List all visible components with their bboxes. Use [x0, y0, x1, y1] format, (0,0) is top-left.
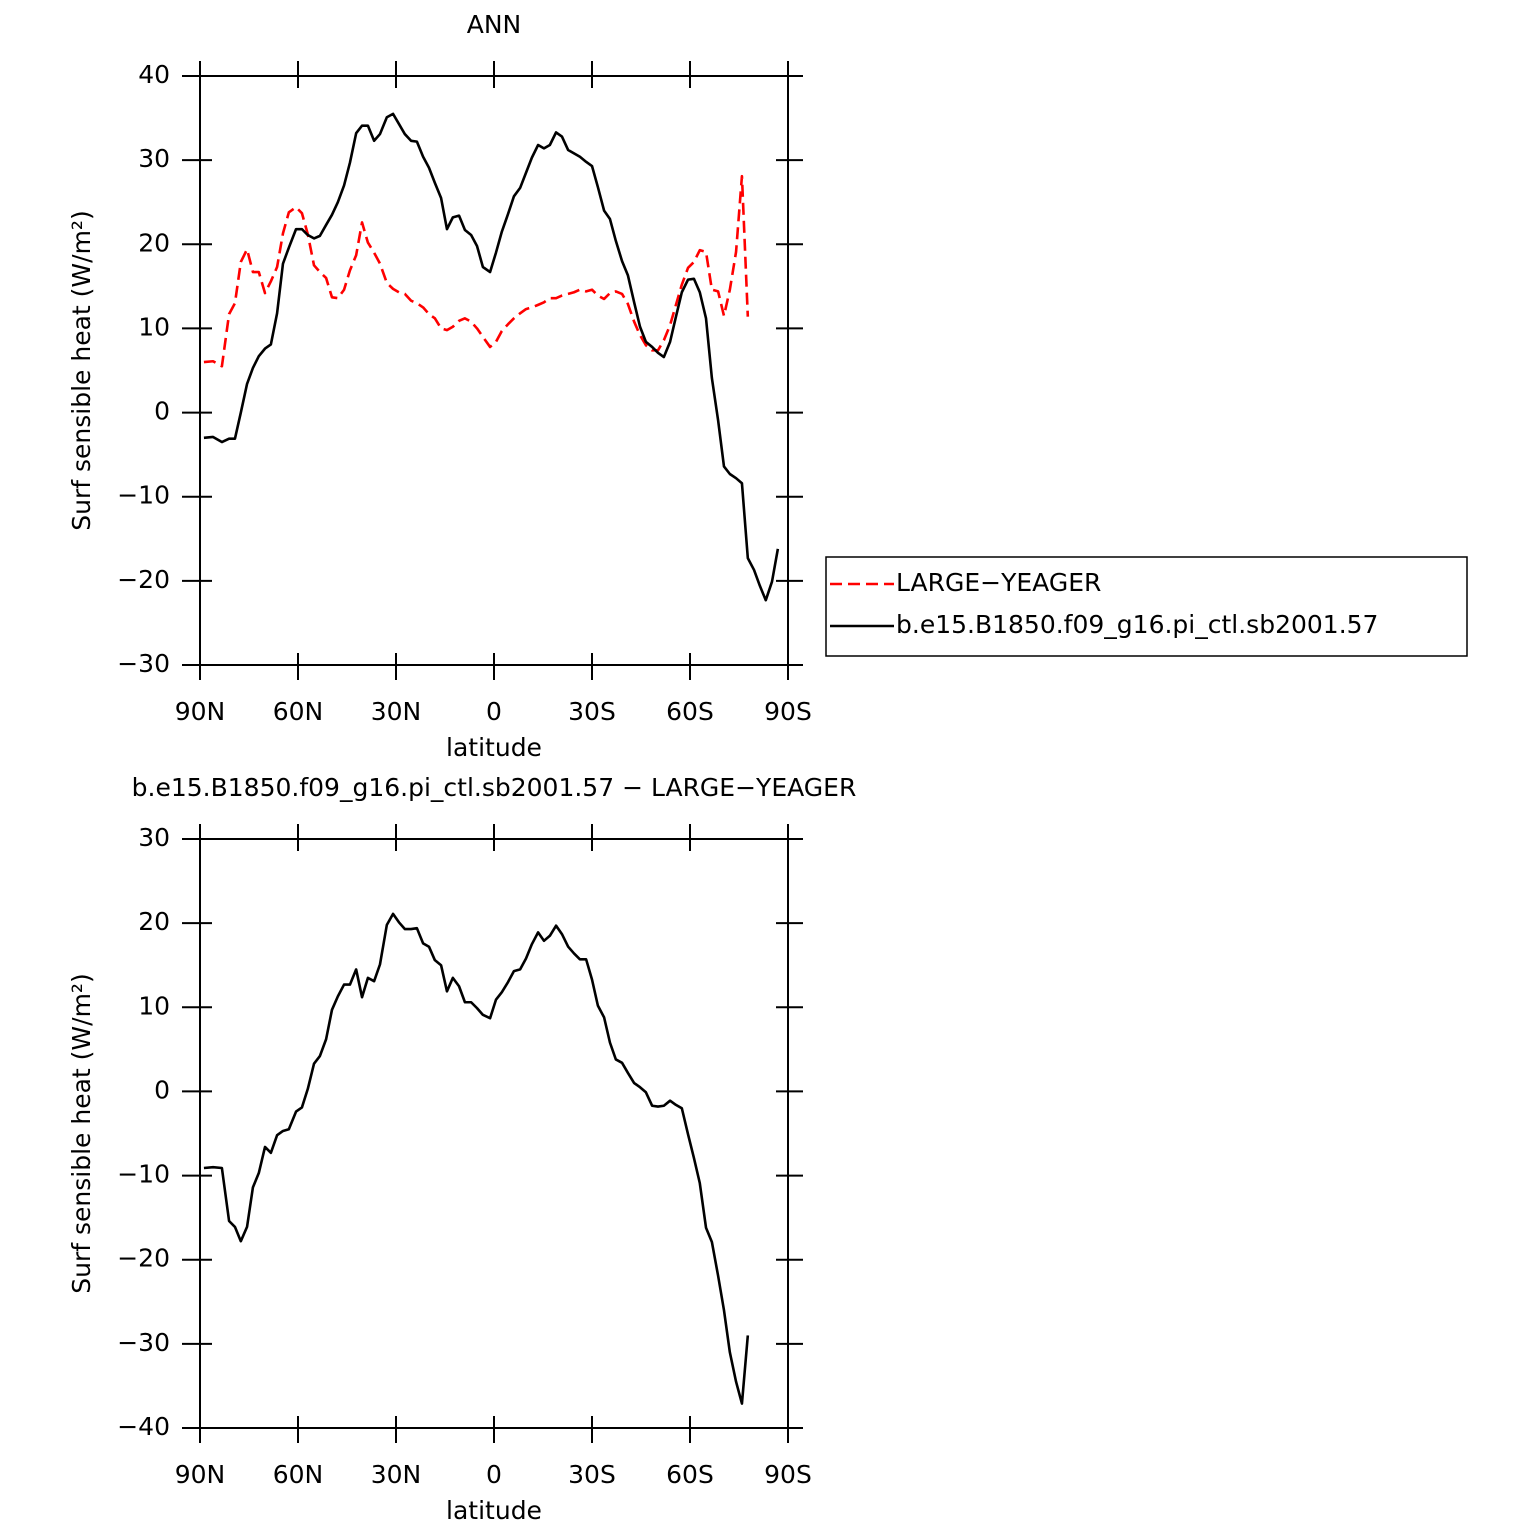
x-tick-label: 60N [273, 697, 324, 726]
y-tick-label: 20 [138, 228, 170, 257]
y-tick-label: −20 [117, 565, 170, 594]
x-tick-label: 30N [371, 1460, 422, 1489]
y-tick-label: 30 [138, 823, 170, 852]
x-tick-label: 90S [764, 1460, 812, 1489]
x-tick-label: 30S [568, 1460, 616, 1489]
y-tick-label: 40 [138, 60, 170, 89]
panel: ANN latitude Surf sensible heat (W/m²) −30 −… [67, 10, 1468, 762]
y-tick-label: 30 [138, 144, 170, 173]
y-tick-label: −20 [117, 1244, 170, 1273]
x-tick-label: 30N [371, 697, 422, 726]
legend-box [825, 556, 1468, 657]
data-line [203, 912, 750, 1405]
y-tick-label: −10 [117, 481, 170, 510]
legend-label: LARGE−YEAGER [896, 568, 1101, 597]
x-tick-label: 60S [666, 697, 714, 726]
x-tick-label: 0 [486, 697, 502, 726]
x-axis-label: latitude [446, 733, 542, 762]
plot-frame [199, 838, 789, 1429]
y-axis-label: Surf sensible heat (W/m²) [67, 210, 96, 530]
y-tick-label: −10 [117, 1160, 170, 1189]
y-axis-label: Surf sensible heat (W/m²) [67, 973, 96, 1293]
y-tick-label: 0 [154, 397, 170, 426]
y-tick-label: 0 [154, 1075, 170, 1104]
x-tick-label: 90N [175, 697, 226, 726]
x-tick-label: 90N [175, 1460, 226, 1489]
chart-title: ANN [467, 10, 522, 39]
y-tick-label: 10 [138, 312, 170, 341]
x-tick-label: 60N [273, 1460, 324, 1489]
x-tick-label: 90S [764, 697, 812, 726]
x-tick-label: 60S [666, 1460, 714, 1489]
x-axis-label: latitude [446, 1496, 542, 1525]
legend-label: b.e15.B1850.f09_g16.pi_ctl.sb2001.57 [896, 610, 1378, 639]
x-tick-label: 0 [486, 1460, 502, 1489]
legend: LARGE−YEAGER b.e15.B1850.f09_g16.pi_ctl.s… [825, 556, 1468, 657]
y-tick-label: −30 [117, 1328, 170, 1357]
x-tick-label: 30S [568, 697, 616, 726]
data-line [203, 112, 780, 602]
y-tick-label: −40 [117, 1412, 170, 1441]
panel: b.e15.B1850.f09_g16.pi_ctl.sb2001.57 − L… [67, 773, 856, 1525]
chart-title: b.e15.B1850.f09_g16.pi_ctl.sb2001.57 − L… [132, 773, 857, 802]
y-tick-label: 10 [138, 991, 170, 1020]
data-line [203, 174, 750, 368]
plot-frame [199, 75, 789, 666]
y-tick-label: −30 [117, 649, 170, 678]
y-tick-label: 20 [138, 907, 170, 936]
